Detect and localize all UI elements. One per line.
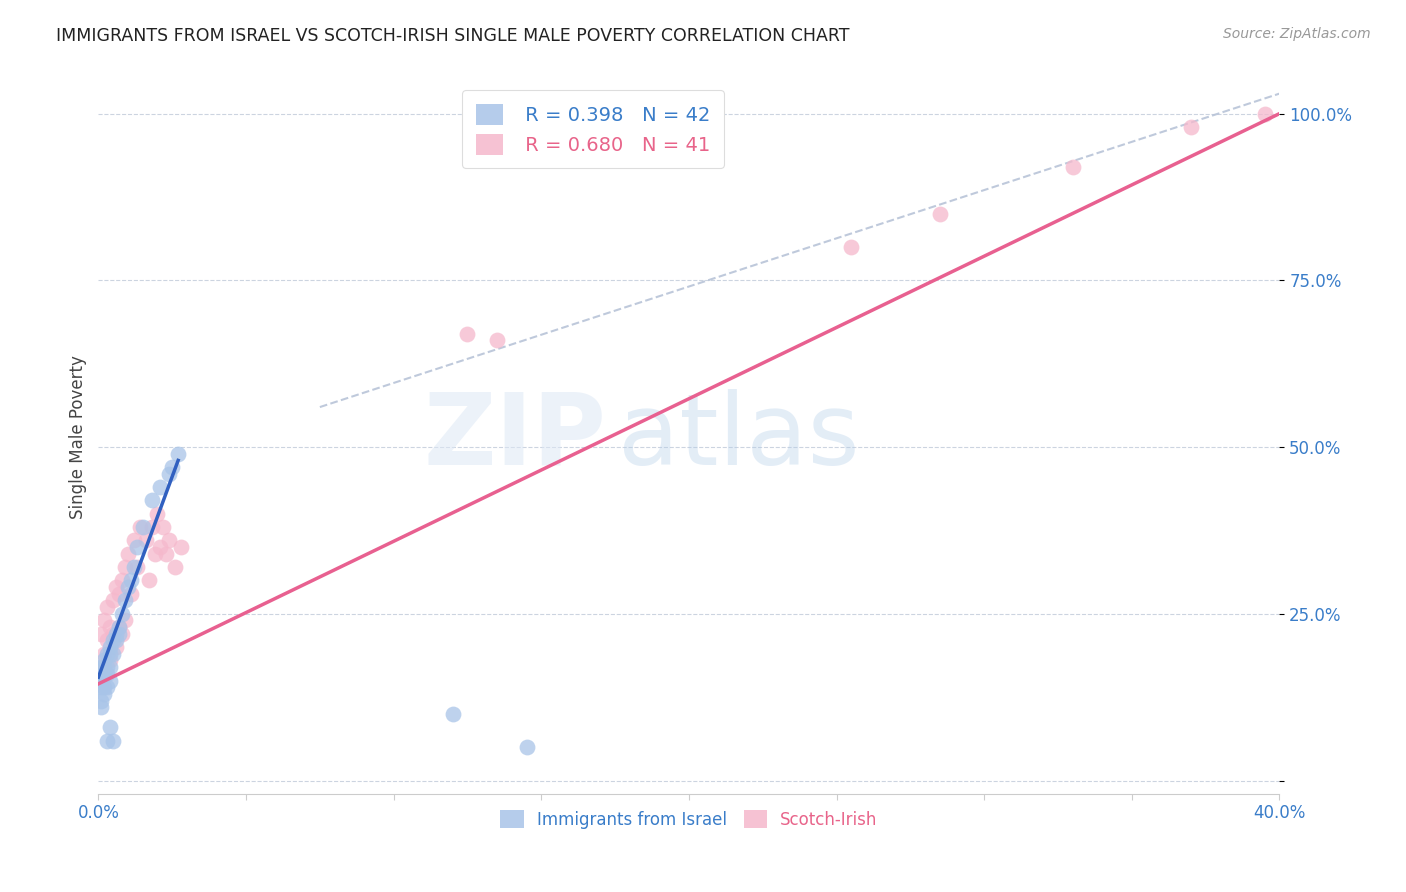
Point — [516, 740, 538, 755]
Point — [117, 547, 139, 561]
Point — [111, 607, 134, 621]
Point — [90, 680, 112, 694]
Point — [486, 334, 509, 348]
Point — [98, 673, 121, 688]
Point — [93, 666, 115, 681]
Point — [1254, 106, 1277, 120]
Point — [96, 680, 118, 694]
Point — [93, 653, 115, 667]
Point — [98, 620, 121, 634]
Point — [98, 640, 121, 655]
Point — [146, 507, 169, 521]
Point — [90, 627, 112, 641]
Point — [441, 706, 464, 721]
Point — [128, 520, 150, 534]
Point — [457, 326, 479, 341]
Point — [132, 520, 155, 534]
Point — [90, 700, 112, 714]
Point — [105, 640, 128, 655]
Point — [108, 587, 131, 601]
Legend: Immigrants from Israel, Scotch-Irish: Immigrants from Israel, Scotch-Irish — [494, 804, 884, 836]
Point — [105, 627, 128, 641]
Point — [135, 533, 157, 548]
Point — [117, 580, 139, 594]
Point — [120, 574, 142, 588]
Point — [141, 520, 163, 534]
Point — [96, 733, 118, 747]
Point — [93, 680, 115, 694]
Text: atlas: atlas — [619, 389, 859, 485]
Point — [122, 560, 145, 574]
Point — [98, 653, 121, 667]
Point — [96, 660, 118, 674]
Point — [929, 207, 952, 221]
Point — [90, 673, 112, 688]
Point — [98, 720, 121, 734]
Point — [143, 547, 166, 561]
Point — [138, 574, 160, 588]
Point — [120, 587, 142, 601]
Point — [125, 560, 148, 574]
Point — [103, 627, 125, 641]
Point — [108, 620, 131, 634]
Point — [105, 633, 128, 648]
Point — [93, 614, 115, 628]
Point — [1180, 120, 1202, 134]
Point — [157, 533, 180, 548]
Point — [125, 540, 148, 554]
Point — [103, 593, 125, 607]
Point — [1062, 160, 1084, 174]
Point — [162, 460, 183, 475]
Point — [90, 660, 112, 674]
Point — [165, 560, 187, 574]
Text: ZIP: ZIP — [423, 389, 606, 485]
Point — [96, 633, 118, 648]
Point — [103, 647, 125, 661]
Point — [170, 540, 193, 554]
Point — [93, 647, 115, 661]
Text: IMMIGRANTS FROM ISRAEL VS SCOTCH-IRISH SINGLE MALE POVERTY CORRELATION CHART: IMMIGRANTS FROM ISRAEL VS SCOTCH-IRISH S… — [56, 27, 849, 45]
Point — [103, 633, 125, 648]
Point — [152, 520, 174, 534]
Point — [149, 480, 172, 494]
Point — [90, 660, 112, 674]
Point — [841, 240, 863, 254]
Point — [105, 580, 128, 594]
Point — [93, 660, 115, 674]
Point — [96, 647, 118, 661]
Point — [108, 620, 131, 634]
Point — [155, 547, 177, 561]
Point — [111, 574, 134, 588]
Point — [122, 533, 145, 548]
Point — [90, 693, 112, 707]
Point — [111, 627, 134, 641]
Point — [157, 467, 180, 481]
Point — [149, 540, 172, 554]
Point — [96, 666, 118, 681]
Point — [98, 647, 121, 661]
Point — [114, 614, 136, 628]
Point — [93, 687, 115, 701]
Point — [114, 593, 136, 607]
Point — [96, 600, 118, 615]
Point — [103, 733, 125, 747]
Point — [167, 447, 190, 461]
Point — [98, 660, 121, 674]
Point — [108, 627, 131, 641]
Y-axis label: Single Male Poverty: Single Male Poverty — [69, 355, 87, 519]
Text: Source: ZipAtlas.com: Source: ZipAtlas.com — [1223, 27, 1371, 41]
Point — [141, 493, 163, 508]
Point — [90, 666, 112, 681]
Point — [114, 560, 136, 574]
